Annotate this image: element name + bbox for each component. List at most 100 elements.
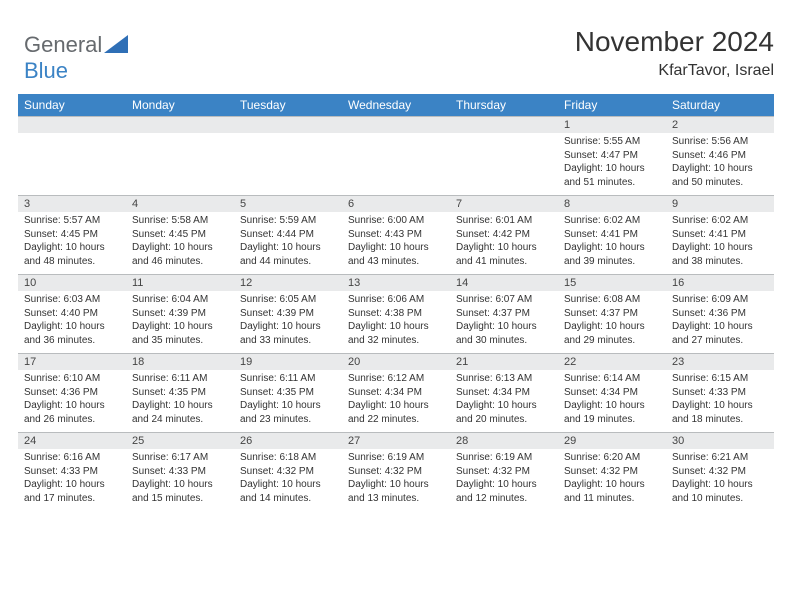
daylight-line: Daylight: 10 hours and 44 minutes. bbox=[240, 241, 336, 268]
sunrise-line: Sunrise: 6:00 AM bbox=[348, 214, 444, 228]
sunset-line: Sunset: 4:36 PM bbox=[24, 386, 120, 400]
calendar: SundayMondayTuesdayWednesdayThursdayFrid… bbox=[18, 94, 774, 511]
sunrise-line: Sunrise: 6:08 AM bbox=[564, 293, 660, 307]
day-cell: Sunrise: 6:12 AMSunset: 4:34 PMDaylight:… bbox=[342, 370, 450, 432]
sunrise-line: Sunrise: 6:04 AM bbox=[132, 293, 228, 307]
weekday-header: Sunday bbox=[18, 94, 126, 116]
day-cell: Sunrise: 6:19 AMSunset: 4:32 PMDaylight:… bbox=[450, 449, 558, 511]
sunset-line: Sunset: 4:38 PM bbox=[348, 307, 444, 321]
day-number: 26 bbox=[234, 433, 342, 449]
sunset-line: Sunset: 4:32 PM bbox=[348, 465, 444, 479]
sunrise-line: Sunrise: 6:10 AM bbox=[24, 372, 120, 386]
sunset-line: Sunset: 4:46 PM bbox=[672, 149, 768, 163]
day-content-row: Sunrise: 6:03 AMSunset: 4:40 PMDaylight:… bbox=[18, 291, 774, 353]
brand-triangle-icon bbox=[104, 33, 128, 58]
sunset-line: Sunset: 4:43 PM bbox=[348, 228, 444, 242]
daylight-line: Daylight: 10 hours and 20 minutes. bbox=[456, 399, 552, 426]
day-number-row: 10111213141516 bbox=[18, 274, 774, 291]
day-number: 19 bbox=[234, 354, 342, 370]
day-cell: Sunrise: 6:19 AMSunset: 4:32 PMDaylight:… bbox=[342, 449, 450, 511]
day-cell: Sunrise: 6:02 AMSunset: 4:41 PMDaylight:… bbox=[666, 212, 774, 274]
daylight-line: Daylight: 10 hours and 48 minutes. bbox=[24, 241, 120, 268]
daylight-line: Daylight: 10 hours and 12 minutes. bbox=[456, 478, 552, 505]
sunset-line: Sunset: 4:33 PM bbox=[672, 386, 768, 400]
sunrise-line: Sunrise: 6:13 AM bbox=[456, 372, 552, 386]
sunset-line: Sunset: 4:41 PM bbox=[672, 228, 768, 242]
daylight-line: Daylight: 10 hours and 43 minutes. bbox=[348, 241, 444, 268]
sunrise-line: Sunrise: 6:02 AM bbox=[672, 214, 768, 228]
sunset-line: Sunset: 4:40 PM bbox=[24, 307, 120, 321]
daylight-line: Daylight: 10 hours and 46 minutes. bbox=[132, 241, 228, 268]
daylight-line: Daylight: 10 hours and 14 minutes. bbox=[240, 478, 336, 505]
day-cell: Sunrise: 5:58 AMSunset: 4:45 PMDaylight:… bbox=[126, 212, 234, 274]
daylight-line: Daylight: 10 hours and 38 minutes. bbox=[672, 241, 768, 268]
daylight-line: Daylight: 10 hours and 23 minutes. bbox=[240, 399, 336, 426]
location: KfarTavor, Israel bbox=[575, 62, 774, 80]
daylight-line: Daylight: 10 hours and 18 minutes. bbox=[672, 399, 768, 426]
day-number: 4 bbox=[126, 196, 234, 212]
daylight-line: Daylight: 10 hours and 32 minutes. bbox=[348, 320, 444, 347]
sunrise-line: Sunrise: 6:11 AM bbox=[132, 372, 228, 386]
daylight-line: Daylight: 10 hours and 11 minutes. bbox=[564, 478, 660, 505]
daylight-line: Daylight: 10 hours and 33 minutes. bbox=[240, 320, 336, 347]
sunset-line: Sunset: 4:36 PM bbox=[672, 307, 768, 321]
daylight-line: Daylight: 10 hours and 17 minutes. bbox=[24, 478, 120, 505]
week-row: 3456789Sunrise: 5:57 AMSunset: 4:45 PMDa… bbox=[18, 195, 774, 274]
month-title: November 2024 bbox=[575, 26, 774, 58]
sunrise-line: Sunrise: 6:20 AM bbox=[564, 451, 660, 465]
sunrise-line: Sunrise: 6:09 AM bbox=[672, 293, 768, 307]
day-cell: Sunrise: 6:13 AMSunset: 4:34 PMDaylight:… bbox=[450, 370, 558, 432]
daylight-line: Daylight: 10 hours and 41 minutes. bbox=[456, 241, 552, 268]
day-cell: Sunrise: 5:55 AMSunset: 4:47 PMDaylight:… bbox=[558, 133, 666, 195]
sunset-line: Sunset: 4:37 PM bbox=[456, 307, 552, 321]
day-number: 11 bbox=[126, 275, 234, 291]
day-number: 9 bbox=[666, 196, 774, 212]
day-number: 1 bbox=[558, 117, 666, 133]
day-cell bbox=[126, 133, 234, 195]
day-number bbox=[126, 117, 234, 133]
day-cell: Sunrise: 5:56 AMSunset: 4:46 PMDaylight:… bbox=[666, 133, 774, 195]
sunset-line: Sunset: 4:34 PM bbox=[564, 386, 660, 400]
sunset-line: Sunset: 4:37 PM bbox=[564, 307, 660, 321]
sunrise-line: Sunrise: 6:07 AM bbox=[456, 293, 552, 307]
sunset-line: Sunset: 4:39 PM bbox=[240, 307, 336, 321]
day-number bbox=[342, 117, 450, 133]
day-number: 2 bbox=[666, 117, 774, 133]
sunrise-line: Sunrise: 6:14 AM bbox=[564, 372, 660, 386]
week-row: 12Sunrise: 5:55 AMSunset: 4:47 PMDayligh… bbox=[18, 116, 774, 195]
day-cell: Sunrise: 6:15 AMSunset: 4:33 PMDaylight:… bbox=[666, 370, 774, 432]
daylight-line: Daylight: 10 hours and 36 minutes. bbox=[24, 320, 120, 347]
sunrise-line: Sunrise: 6:01 AM bbox=[456, 214, 552, 228]
calendar-page: General November 2024 KfarTavor, Israel … bbox=[0, 0, 792, 511]
day-number: 21 bbox=[450, 354, 558, 370]
sunrise-line: Sunrise: 5:57 AM bbox=[24, 214, 120, 228]
day-cell bbox=[342, 133, 450, 195]
brand-logo: General bbox=[24, 32, 130, 58]
sunset-line: Sunset: 4:45 PM bbox=[24, 228, 120, 242]
daylight-line: Daylight: 10 hours and 10 minutes. bbox=[672, 478, 768, 505]
day-content-row: Sunrise: 5:55 AMSunset: 4:47 PMDaylight:… bbox=[18, 133, 774, 195]
sunset-line: Sunset: 4:45 PM bbox=[132, 228, 228, 242]
day-cell: Sunrise: 6:16 AMSunset: 4:33 PMDaylight:… bbox=[18, 449, 126, 511]
day-cell: Sunrise: 6:18 AMSunset: 4:32 PMDaylight:… bbox=[234, 449, 342, 511]
sunset-line: Sunset: 4:32 PM bbox=[240, 465, 336, 479]
week-row: 10111213141516Sunrise: 6:03 AMSunset: 4:… bbox=[18, 274, 774, 353]
sunset-line: Sunset: 4:32 PM bbox=[456, 465, 552, 479]
day-number-row: 17181920212223 bbox=[18, 353, 774, 370]
weekday-header: Wednesday bbox=[342, 94, 450, 116]
day-cell: Sunrise: 6:05 AMSunset: 4:39 PMDaylight:… bbox=[234, 291, 342, 353]
day-number: 14 bbox=[450, 275, 558, 291]
sunset-line: Sunset: 4:33 PM bbox=[132, 465, 228, 479]
daylight-line: Daylight: 10 hours and 27 minutes. bbox=[672, 320, 768, 347]
day-number: 13 bbox=[342, 275, 450, 291]
day-cell: Sunrise: 6:08 AMSunset: 4:37 PMDaylight:… bbox=[558, 291, 666, 353]
day-cell: Sunrise: 6:21 AMSunset: 4:32 PMDaylight:… bbox=[666, 449, 774, 511]
day-cell: Sunrise: 6:14 AMSunset: 4:34 PMDaylight:… bbox=[558, 370, 666, 432]
daylight-line: Daylight: 10 hours and 19 minutes. bbox=[564, 399, 660, 426]
daylight-line: Daylight: 10 hours and 39 minutes. bbox=[564, 241, 660, 268]
day-number: 6 bbox=[342, 196, 450, 212]
day-number: 29 bbox=[558, 433, 666, 449]
day-number-row: 3456789 bbox=[18, 195, 774, 212]
day-number-row: 24252627282930 bbox=[18, 432, 774, 449]
day-number: 25 bbox=[126, 433, 234, 449]
